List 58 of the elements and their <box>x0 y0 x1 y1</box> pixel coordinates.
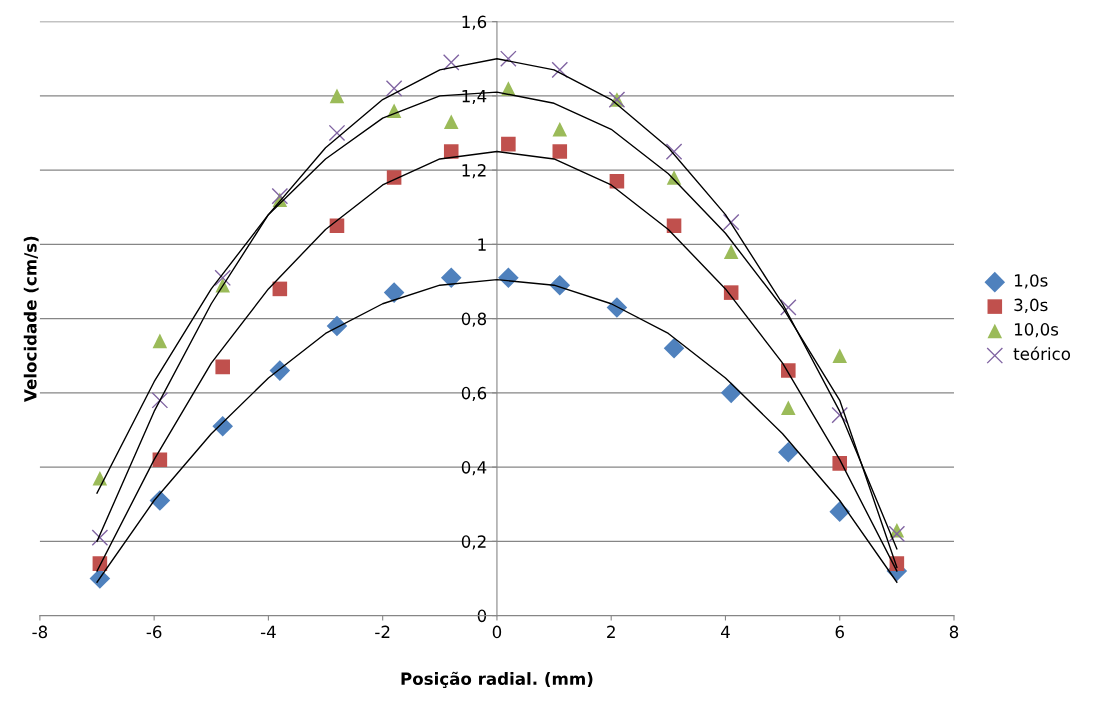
x-tick-label: 0 <box>492 625 502 639</box>
point <box>831 406 849 424</box>
y-tick-label: 1,6 <box>462 15 487 30</box>
point <box>443 114 459 130</box>
point <box>152 333 168 349</box>
point <box>778 441 799 463</box>
y-tick-label: 1 <box>478 238 486 251</box>
point <box>152 452 168 467</box>
point <box>552 121 568 137</box>
point <box>551 61 569 79</box>
point <box>722 213 740 231</box>
x-axis-title: Posição radial. (mm) <box>401 671 593 689</box>
point <box>92 470 108 486</box>
x-tick-label: -4 <box>260 625 276 638</box>
point <box>609 173 625 189</box>
y-tick-label: 0,6 <box>461 386 487 402</box>
point <box>501 136 516 152</box>
y-tick-label: 1,4 <box>462 90 487 105</box>
point <box>151 391 169 409</box>
point <box>91 529 109 546</box>
legend-label: teórico <box>1013 346 1071 361</box>
point <box>329 88 345 104</box>
point <box>271 187 289 205</box>
point <box>383 282 405 303</box>
point <box>829 501 851 522</box>
legend-label: 1,0s <box>1014 274 1048 289</box>
point <box>443 144 459 159</box>
x-tick-label: -2 <box>375 625 390 638</box>
point <box>888 525 906 543</box>
point <box>832 348 848 364</box>
point <box>442 54 460 71</box>
point <box>780 299 797 316</box>
x-tick-label: -6 <box>146 625 162 639</box>
y-tick-label: 1,2 <box>462 164 486 179</box>
point <box>665 143 683 160</box>
point <box>214 269 232 287</box>
x-tick-label: 8 <box>949 625 959 639</box>
y-tick-label: 0,8 <box>461 312 487 327</box>
point <box>385 80 403 97</box>
y-tick-label: 0,4 <box>461 461 487 476</box>
point <box>781 400 796 415</box>
point <box>552 144 568 159</box>
x-tick-label: 2 <box>607 625 615 638</box>
point <box>328 124 346 142</box>
x-tick-label: 4 <box>720 625 730 638</box>
legend-label: 3,0s <box>1014 298 1048 313</box>
point <box>272 281 288 297</box>
y-axis-title: Velocidade (cm/s) <box>23 236 39 402</box>
y-tick-label: 0,2 <box>461 535 486 550</box>
x-tick-label: -8 <box>32 625 48 639</box>
point <box>723 244 739 260</box>
point <box>215 359 230 375</box>
legend-label: 10,0s <box>1014 323 1059 338</box>
point <box>212 415 234 437</box>
x-tick-label: 6 <box>835 625 844 639</box>
point <box>663 338 685 359</box>
point <box>500 50 517 68</box>
point <box>440 267 462 289</box>
